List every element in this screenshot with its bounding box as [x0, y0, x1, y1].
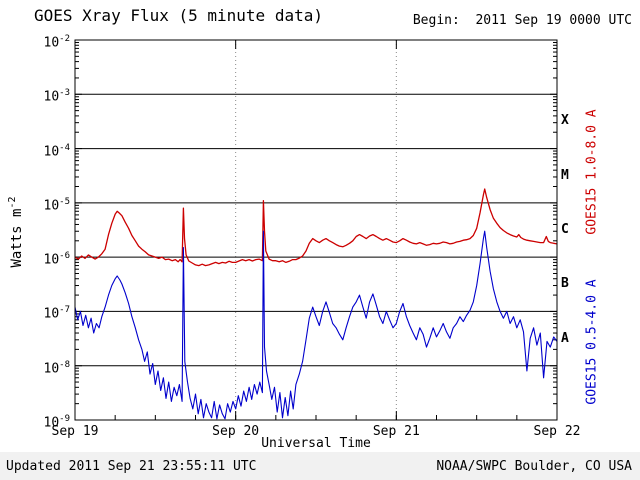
flare-class-letter: C: [561, 222, 569, 237]
series-label-long-channel: GOES15 1.0-8.0 A: [584, 109, 600, 235]
footer-bar: Updated 2011 Sep 21 23:55:11 UTC NOAA/SW…: [0, 452, 640, 480]
y-tick-label: 10-2: [43, 34, 71, 51]
flare-class-letter: B: [561, 276, 569, 292]
x-tick-label: Sep 21: [372, 424, 420, 439]
y-tick-label: 10-9: [43, 414, 71, 431]
y-tick-label: 10-3: [43, 88, 71, 105]
x-tick-label: Sep 19: [51, 424, 99, 439]
y-tick-label: 10-4: [43, 142, 71, 159]
credit-label: NOAA/SWPC Boulder, CO USA: [436, 458, 632, 474]
updated-timestamp: Updated 2011 Sep 21 23:55:11 UTC: [6, 458, 257, 474]
x-axis-label: Universal Time: [261, 436, 371, 451]
x-tick-label: Sep 20: [212, 424, 260, 439]
chart-title: GOES Xray Flux (5 minute data): [34, 6, 323, 25]
series-label-short-channel: GOES15 0.5-4.0 A: [584, 279, 600, 405]
y-tick-label: 10-5: [43, 196, 71, 214]
flare-class-letter: M: [561, 167, 569, 183]
flare-class-letter: X: [561, 113, 569, 129]
flare-class-letter: A: [561, 330, 569, 346]
begin-timestamp: Begin: 2011 Sep 19 0000 UTC: [412, 13, 632, 28]
y-tick-label: 10-6: [43, 251, 71, 268]
chart-plot-canvas: [74, 39, 558, 421]
x-tick-label: Sep 22: [533, 424, 581, 439]
y-tick-label: 10-7: [43, 305, 71, 322]
y-tick-label: 10-8: [43, 359, 71, 377]
